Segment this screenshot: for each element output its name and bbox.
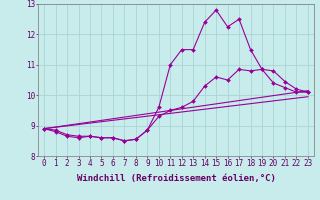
X-axis label: Windchill (Refroidissement éolien,°C): Windchill (Refroidissement éolien,°C) — [76, 174, 276, 183]
